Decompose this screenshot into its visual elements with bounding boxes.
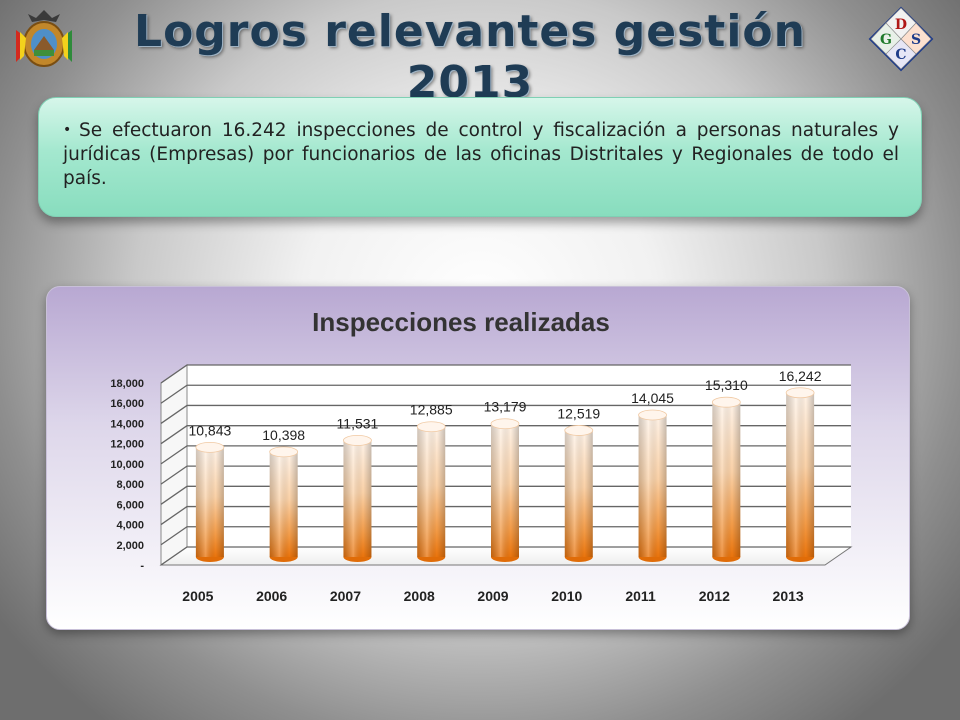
x-tick-label: 2007 bbox=[330, 588, 361, 604]
y-tick-label: 18,000 bbox=[110, 378, 144, 390]
bar-top bbox=[638, 409, 667, 421]
x-tick-label: 2008 bbox=[404, 588, 435, 604]
bar-top bbox=[490, 418, 520, 430]
bar-top bbox=[343, 435, 372, 446]
y-tick-label: - bbox=[140, 560, 144, 572]
bar-shade bbox=[638, 414, 667, 557]
summary-bullet: • Se efectuaron 16.242 inspecciones de co… bbox=[63, 118, 899, 191]
gridline bbox=[160, 465, 851, 485]
gridline bbox=[160, 485, 851, 505]
summary-bullet-box: • Se efectuaron 16.242 inspecciones de co… bbox=[38, 97, 922, 217]
summary-bullet-text: Se efectuaron 16.242 inspecciones de con… bbox=[63, 120, 899, 189]
bar-shade bbox=[343, 440, 372, 557]
y-tick-label: 12,000 bbox=[110, 439, 144, 451]
bar-top bbox=[195, 441, 225, 453]
slide-title: Logros relevantes gestión 2013 bbox=[134, 6, 806, 108]
data-label: 13,179 bbox=[484, 399, 527, 415]
x-tick-label: 2013 bbox=[773, 588, 804, 604]
bar-top bbox=[785, 387, 815, 399]
y-tick-label: 8,000 bbox=[116, 479, 144, 491]
bar bbox=[416, 421, 446, 562]
data-label: 11,531 bbox=[337, 415, 379, 431]
bar bbox=[638, 409, 667, 562]
y-tick-label: 6,000 bbox=[116, 499, 144, 511]
gridline bbox=[160, 384, 851, 404]
bar bbox=[343, 435, 372, 562]
data-label: 15,310 bbox=[705, 377, 748, 393]
bullet-dot-icon: • bbox=[63, 122, 72, 138]
x-tick-label: 2012 bbox=[699, 588, 730, 604]
y-tick-label: 10,000 bbox=[110, 459, 144, 471]
data-label: 16,242 bbox=[779, 368, 822, 384]
bar bbox=[711, 396, 741, 562]
bar-chart-svg: Inspecciones realizadas - 2,000 4,000 6,000… bbox=[110, 307, 853, 604]
gridline bbox=[160, 526, 851, 546]
bar bbox=[785, 387, 815, 562]
gridline bbox=[160, 364, 851, 384]
bar bbox=[269, 446, 299, 562]
data-label: 12,519 bbox=[557, 405, 600, 421]
x-tick-label: 2005 bbox=[182, 588, 213, 604]
bar-top bbox=[269, 446, 299, 458]
gridline bbox=[160, 404, 851, 424]
gridline bbox=[160, 505, 851, 526]
gridline bbox=[160, 445, 851, 465]
chart-title: Inspecciones realizadas bbox=[312, 307, 610, 337]
x-tick-label: 2011 bbox=[625, 588, 656, 604]
data-label: 10,398 bbox=[262, 427, 305, 443]
bar-shade bbox=[712, 402, 741, 557]
dgsc-diamond-logo-icon: D G S C bbox=[868, 6, 934, 72]
logo-letter-c: C bbox=[895, 47, 906, 63]
bar-top bbox=[416, 421, 446, 433]
data-label: 10,843 bbox=[188, 422, 231, 438]
bar-top bbox=[564, 425, 594, 436]
x-tick-label: 2006 bbox=[256, 588, 287, 604]
y-tick-label: 4,000 bbox=[116, 520, 144, 532]
bar-shade bbox=[195, 447, 224, 557]
y-tick-label: 16,000 bbox=[110, 398, 144, 410]
bar-shade bbox=[417, 426, 446, 557]
gridline bbox=[160, 425, 851, 445]
inspections-chart: Inspecciones realizadas - 2,000 4,000 6,000… bbox=[46, 286, 910, 630]
bar bbox=[490, 418, 520, 562]
logo-letter-d: D bbox=[895, 17, 907, 33]
bar-shade bbox=[491, 423, 519, 557]
x-tick-label: 2009 bbox=[477, 588, 508, 604]
logo-letter-g: G bbox=[880, 32, 892, 48]
bar-shade bbox=[269, 451, 298, 557]
bar-top bbox=[711, 396, 741, 408]
bar bbox=[195, 441, 225, 562]
bar-shade bbox=[786, 392, 815, 557]
gridline bbox=[160, 546, 851, 566]
data-label: 14,045 bbox=[631, 390, 674, 406]
bar-shade bbox=[564, 430, 593, 557]
x-tick-label: 2010 bbox=[551, 588, 582, 604]
y-tick-label: 2,000 bbox=[116, 540, 144, 552]
data-label: 12,885 bbox=[410, 402, 453, 418]
bolivia-coat-of-arms-icon bbox=[16, 10, 72, 67]
bar bbox=[564, 425, 594, 562]
y-tick-label: 14,000 bbox=[110, 418, 144, 430]
logo-letter-s: S bbox=[911, 32, 921, 48]
